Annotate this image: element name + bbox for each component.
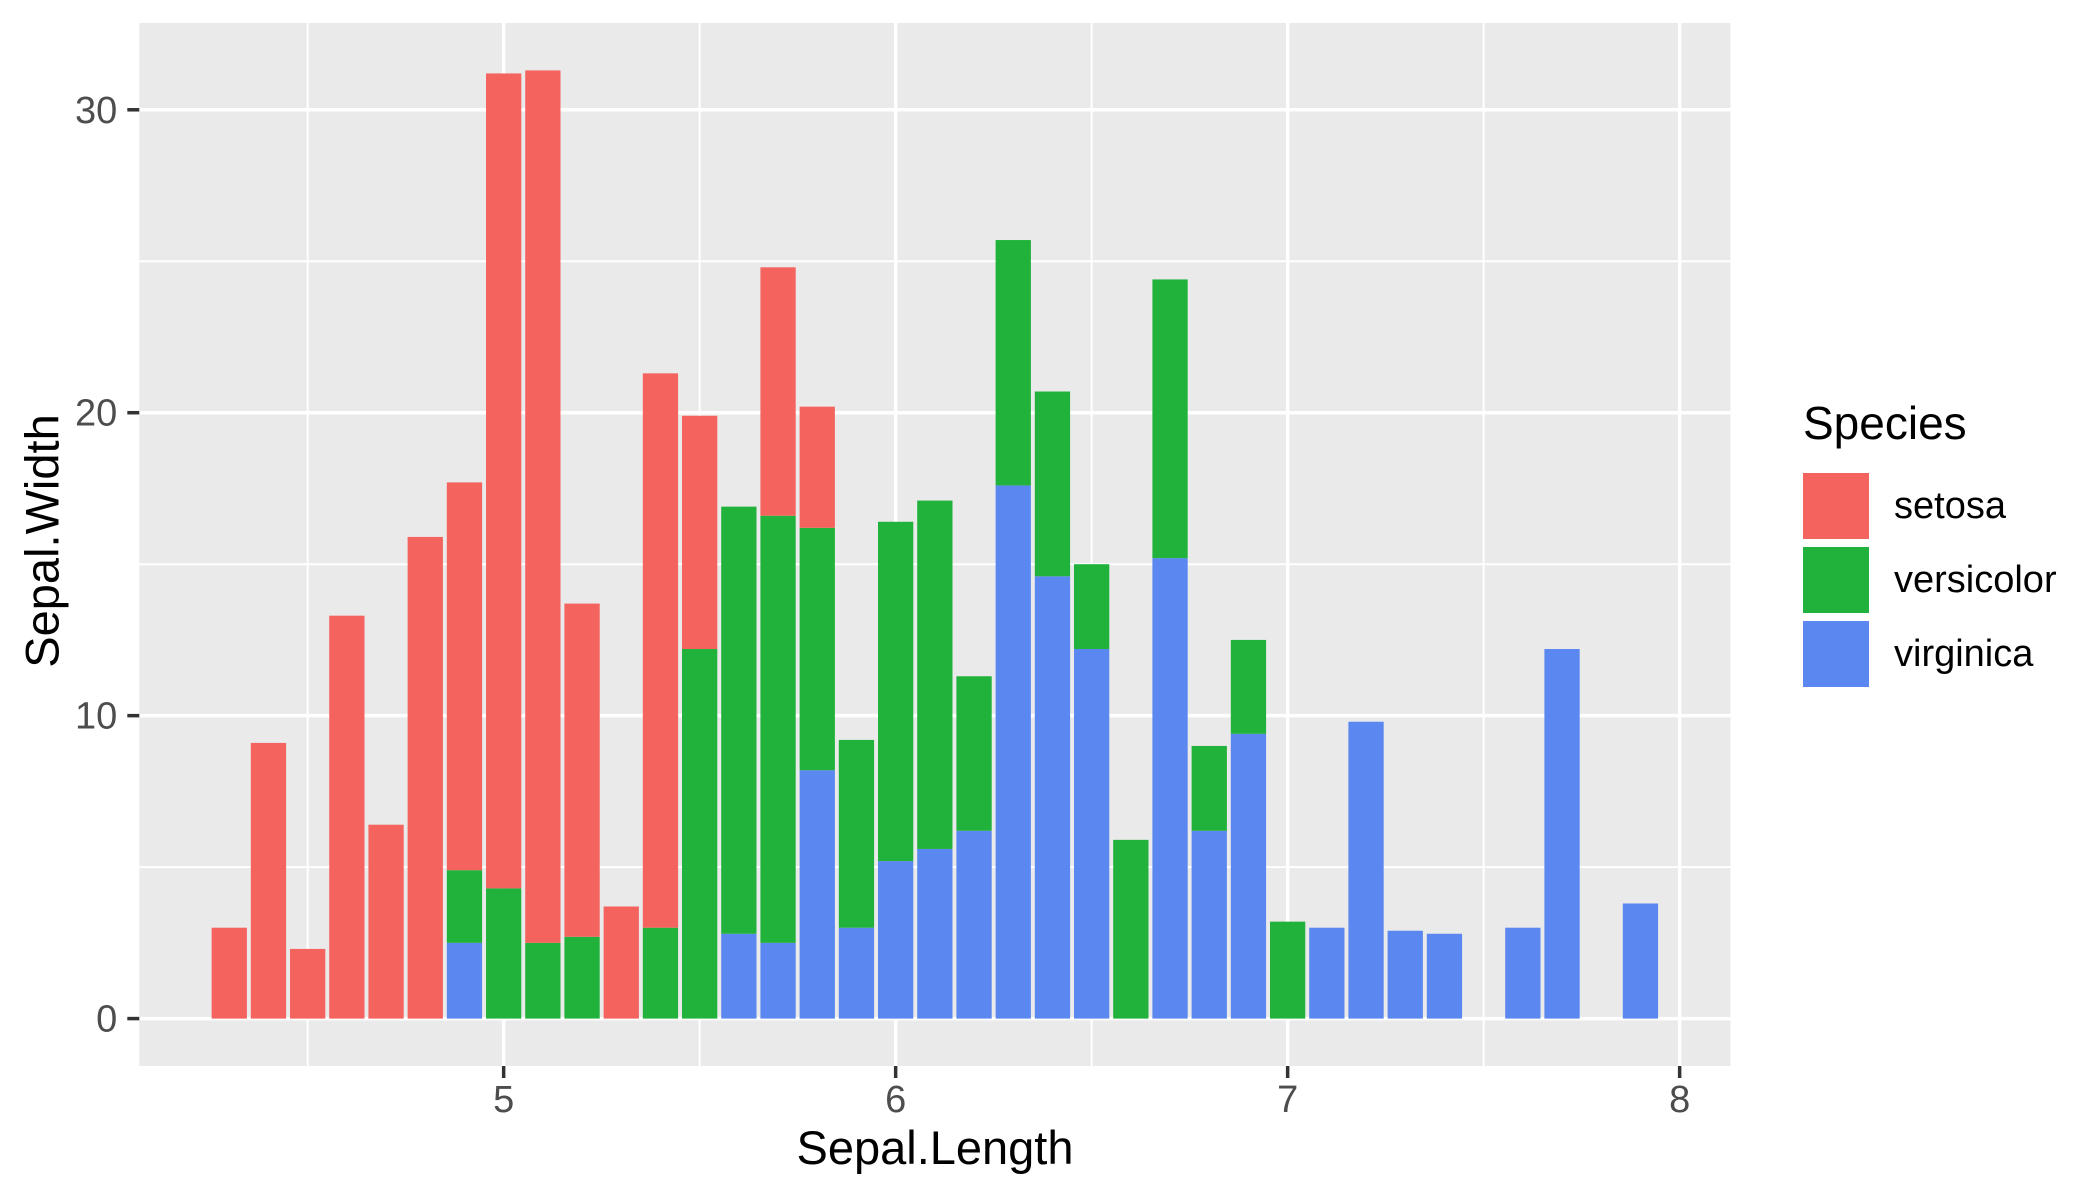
bar-segment-versicolor: [642, 927, 679, 1019]
bar-segment-virginica: [1152, 558, 1188, 1019]
bar-segment-setosa: [760, 267, 796, 516]
bar-segment-versicolor: [838, 739, 875, 928]
bar-segment-virginica: [1387, 930, 1423, 1019]
bars: [211, 70, 1659, 1019]
bar-segment-virginica: [1074, 649, 1110, 1019]
bar-segment-setosa: [525, 70, 561, 943]
bar-segment-versicolor: [1230, 639, 1267, 734]
bar-segment-versicolor: [1113, 839, 1149, 1019]
bar-segment-versicolor: [1191, 745, 1227, 831]
bar-segment-setosa: [799, 406, 835, 528]
bar-segment-setosa: [642, 373, 679, 928]
bar-segment-virginica: [1034, 576, 1071, 1019]
y-tick-label: 20: [75, 393, 117, 435]
bar-segment-versicolor: [1270, 921, 1306, 1019]
bar-segment-setosa: [603, 906, 639, 1019]
bar-segment-versicolor: [682, 649, 718, 1019]
legend-title: Species: [1803, 397, 1967, 449]
axis-tick-labels: 5 6 7 8 0 10 20 30: [75, 90, 1690, 1121]
bar-segment-versicolor: [446, 870, 483, 943]
bar-segment-virginica: [995, 485, 1031, 1019]
legend: Species setosa versicolor virginica: [1803, 398, 2057, 687]
legend-label: versicolor: [1894, 558, 2057, 601]
bar-segment-virginica: [1426, 933, 1463, 1019]
legend-label: setosa: [1894, 484, 2006, 527]
legend-key-icon: [1803, 472, 1869, 539]
legend-item-versicolor: versicolor: [1803, 546, 2057, 613]
bar-segment-versicolor: [1074, 564, 1110, 650]
bar-segment-setosa: [329, 615, 365, 1019]
bar-segment-versicolor: [1152, 279, 1188, 559]
bar-segment-versicolor: [525, 942, 561, 1019]
bar-segment-virginica: [1544, 649, 1580, 1019]
bar-segment-virginica: [1191, 830, 1227, 1019]
bar-segment-versicolor: [721, 506, 757, 934]
bar-segment-setosa: [368, 824, 404, 1019]
bar-segment-versicolor: [956, 676, 992, 831]
bar-segment-versicolor: [917, 500, 953, 849]
x-tick-label: 5: [493, 1079, 514, 1121]
bar-segment-setosa: [682, 415, 718, 650]
x-axis-title: Sepal.Length: [796, 1121, 1074, 1174]
bar-segment-virginica: [838, 927, 875, 1019]
bar-segment-versicolor: [486, 888, 522, 1019]
bar-segment-virginica: [1348, 721, 1384, 1019]
bar-segment-versicolor: [1034, 391, 1071, 577]
x-tick-label: 7: [1277, 1079, 1298, 1121]
bar-segment-virginica: [799, 770, 835, 1019]
bar-segment-virginica: [956, 830, 992, 1019]
bar-segment-versicolor: [564, 936, 600, 1019]
bar-segment-virginica: [760, 942, 796, 1019]
bar-segment-setosa: [290, 948, 326, 1019]
legend-items: setosa versicolor virginica: [1803, 472, 2057, 687]
bar-segment-setosa: [250, 742, 287, 1019]
bar-segment-virginica: [917, 848, 953, 1019]
axis-ticks: [127, 108, 1682, 1078]
bar-segment-versicolor: [799, 527, 835, 771]
y-tick-label: 10: [75, 696, 117, 738]
bar-segment-virginica: [1622, 903, 1659, 1019]
bar-segment-virginica: [721, 933, 757, 1019]
bar-segment-virginica: [1505, 927, 1541, 1019]
y-tick-label: 30: [75, 90, 117, 132]
bar-segment-virginica: [446, 942, 483, 1019]
bar-segment-setosa: [407, 536, 443, 1019]
bar-segment-versicolor: [760, 515, 796, 943]
legend-key-icon: [1803, 620, 1869, 687]
bar-segment-setosa: [446, 482, 483, 871]
bar-segment-virginica: [878, 861, 914, 1019]
legend-item-virginica: virginica: [1803, 620, 2057, 687]
legend-key-icon: [1803, 546, 1869, 613]
x-tick-label: 8: [1669, 1079, 1690, 1121]
y-tick-label: 0: [96, 999, 117, 1041]
bar-segment-virginica: [1309, 927, 1345, 1019]
bar-segment-setosa: [211, 927, 247, 1019]
legend-item-setosa: setosa: [1803, 472, 2057, 539]
bar-segment-setosa: [564, 603, 600, 937]
x-tick-label: 6: [885, 1079, 906, 1121]
legend-label: virginica: [1894, 632, 2034, 675]
bar-segment-virginica: [1230, 733, 1267, 1019]
bar-segment-versicolor: [995, 240, 1031, 486]
bar-segment-versicolor: [878, 521, 914, 862]
y-axis-title: Sepal.Width: [15, 414, 69, 668]
bar-segment-setosa: [486, 73, 522, 889]
